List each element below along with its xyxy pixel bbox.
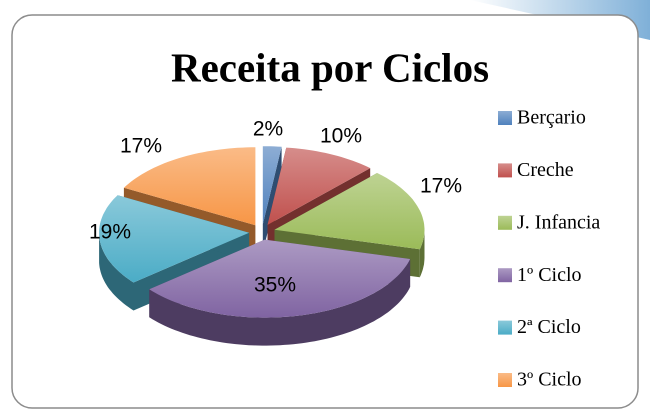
data-label: 17% xyxy=(120,135,162,158)
data-label: 10% xyxy=(320,125,362,148)
data-label: 17% xyxy=(420,175,462,198)
legend-swatch xyxy=(498,163,512,178)
legend-label: Berçario xyxy=(517,107,586,129)
slice-side xyxy=(99,232,134,311)
legend-swatch xyxy=(498,111,512,125)
legend-label: Creche xyxy=(517,159,574,181)
legend-label: J. Infancia xyxy=(517,211,600,233)
chart-title: Receita por Ciclos xyxy=(171,44,489,90)
data-label: 19% xyxy=(89,221,131,244)
legend-swatch xyxy=(498,320,512,335)
slice xyxy=(262,146,282,225)
slice xyxy=(274,173,425,250)
legend-swatch xyxy=(498,373,512,387)
slice xyxy=(267,147,371,225)
legend: Berçario Creche J. Infancia 1º Ciclo 2ª Cicl… xyxy=(498,107,600,391)
data-label: 35% xyxy=(254,274,296,297)
legend-label: 1º Ciclo xyxy=(517,264,582,286)
slice-side xyxy=(149,259,411,346)
slice xyxy=(99,195,250,283)
slice xyxy=(123,147,256,226)
legend-swatch xyxy=(498,215,512,230)
legend-label: 3º Ciclo xyxy=(517,369,582,391)
legend-swatch xyxy=(498,268,512,283)
legend-label: 2ª Ciclo xyxy=(517,316,581,338)
pie: 2% 10% 17% 35% 19% 17% xyxy=(89,118,462,346)
slice-side xyxy=(419,229,425,278)
data-label: 2% xyxy=(253,118,283,141)
slice xyxy=(149,239,411,318)
